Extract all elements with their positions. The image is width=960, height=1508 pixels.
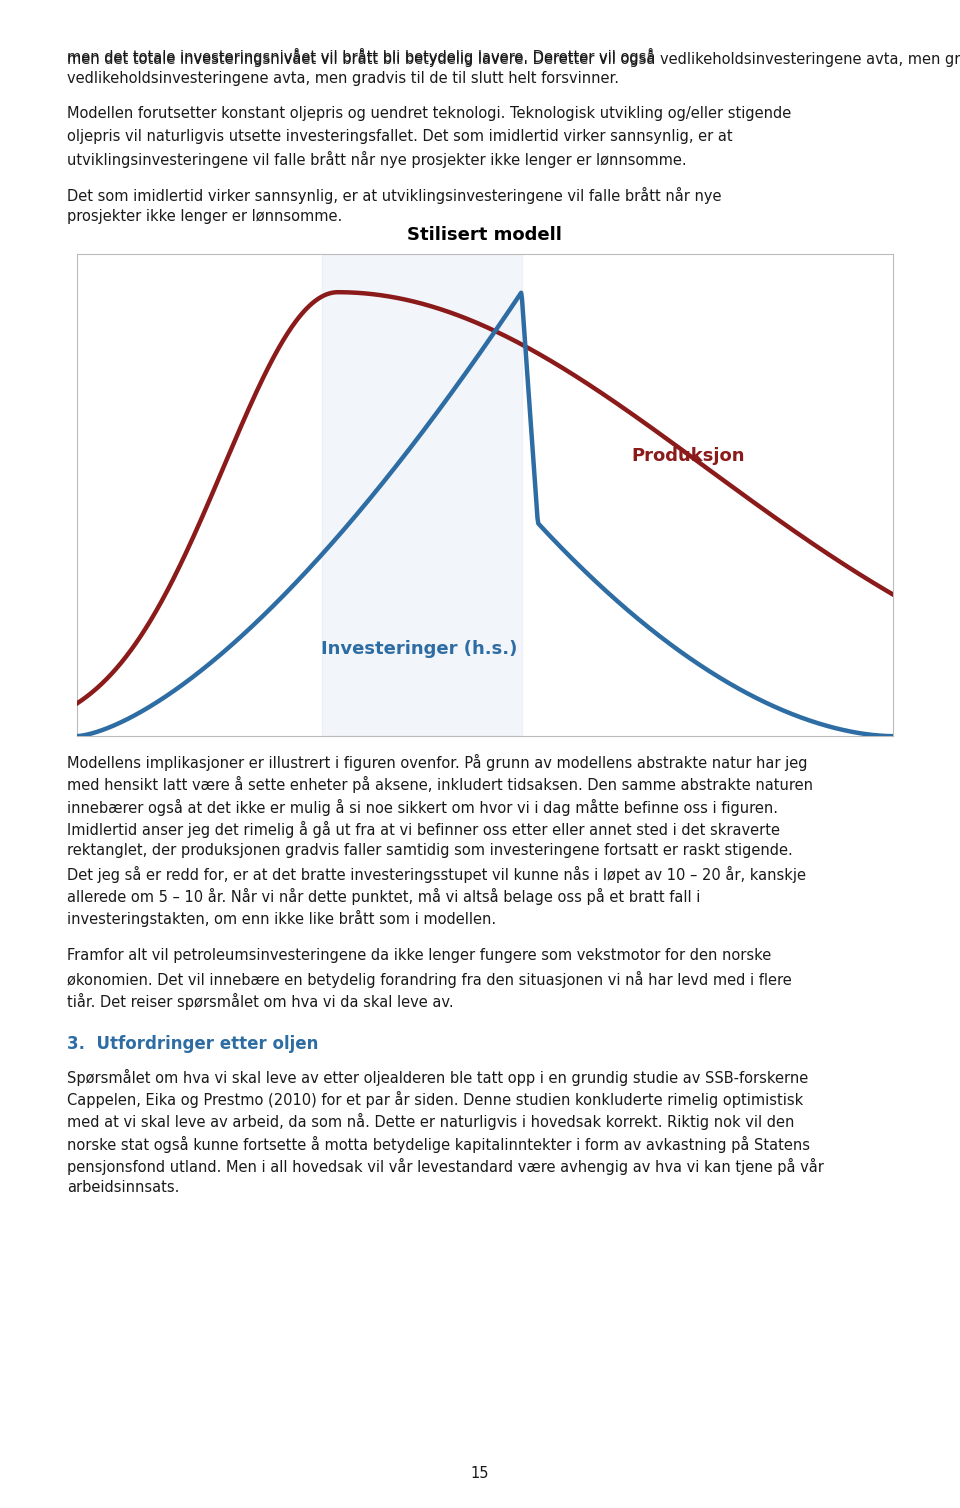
Text: norske stat også kunne fortsette å motta betydelige kapitalinntekter i form av a: norske stat også kunne fortsette å motta… bbox=[67, 1136, 810, 1152]
Text: Det som imidlertid virker sannsynlig, er at utviklingsinvesteringene vil falle b: Det som imidlertid virker sannsynlig, er… bbox=[67, 187, 722, 204]
Bar bbox=[322, 253, 521, 736]
Text: men det totale investeringsnivået vil brått bli betydelig lavere. Deretter vil o: men det totale investeringsnivået vil br… bbox=[67, 50, 960, 66]
Text: innebærer også at det ikke er mulig å si noe sikkert om hvor vi i dag måtte befi: innebærer også at det ikke er mulig å si… bbox=[67, 799, 779, 816]
Text: Cappelen, Eika og Prestmo (2010) for et par år siden. Denne studien konkluderte : Cappelen, Eika og Prestmo (2010) for et … bbox=[67, 1090, 804, 1108]
Text: Investeringer (h.s.): Investeringer (h.s.) bbox=[322, 641, 517, 659]
Text: økonomien. Det vil innebære en betydelig forandring fra den situasjonen vi nå ha: økonomien. Det vil innebære en betydelig… bbox=[67, 971, 792, 988]
Text: oljepris vil naturligvis utsette investeringsfallet. Det som imidlertid virker s: oljepris vil naturligvis utsette investe… bbox=[67, 128, 732, 143]
Text: med hensikt latt være å sette enheter på aksene, inkludert tidsaksen. Den samme : med hensikt latt være å sette enheter på… bbox=[67, 777, 813, 793]
Title: Stilisert modell: Stilisert modell bbox=[407, 226, 563, 244]
Text: pensjonsfond utland. Men i all hovedsak vil vår levestandard være avhengig av hv: pensjonsfond utland. Men i all hovedsak … bbox=[67, 1158, 824, 1175]
Text: arbeidsinnsats.: arbeidsinnsats. bbox=[67, 1181, 180, 1196]
Text: med at vi skal leve av arbeid, da som nå. Dette er naturligvis i hovedsak korrek: med at vi skal leve av arbeid, da som nå… bbox=[67, 1113, 795, 1131]
Text: Framfor alt vil petroleumsinvesteringene da ikke lenger fungere som vekstmotor f: Framfor alt vil petroleumsinvesteringene… bbox=[67, 949, 772, 964]
Text: Produksjon: Produksjon bbox=[632, 448, 745, 466]
Text: Modellens implikasjoner er illustrert i figuren ovenfor. På grunn av modellens a: Modellens implikasjoner er illustrert i … bbox=[67, 754, 807, 771]
Text: 15: 15 bbox=[470, 1466, 490, 1481]
Text: Det jeg så er redd for, er at det bratte investeringsstupet vil kunne nås i løpe: Det jeg så er redd for, er at det bratte… bbox=[67, 866, 806, 882]
Text: men det totale investeringsnivået vil brått bli betydelig lavere. Deretter vil o: men det totale investeringsnivået vil br… bbox=[67, 48, 656, 65]
Text: investeringstakten, om enn ikke like brått som i modellen.: investeringstakten, om enn ikke like brå… bbox=[67, 911, 496, 927]
Text: allerede om 5 – 10 år. Når vi når dette punktet, må vi altså belage oss på et br: allerede om 5 – 10 år. Når vi når dette … bbox=[67, 888, 701, 905]
Text: 3.  Utfordringer etter oljen: 3. Utfordringer etter oljen bbox=[67, 1034, 319, 1053]
Text: Imidlertid anser jeg det rimelig å gå ut fra at vi befinner oss etter eller anne: Imidlertid anser jeg det rimelig å gå ut… bbox=[67, 820, 780, 838]
Text: tiår. Det reiser spørsmålet om hva vi da skal leve av.: tiår. Det reiser spørsmålet om hva vi da… bbox=[67, 992, 454, 1010]
Text: Modellen forutsetter konstant oljepris og uendret teknologi. Teknologisk utvikli: Modellen forutsetter konstant oljepris o… bbox=[67, 106, 791, 121]
Text: Spørsmålet om hva vi skal leve av etter oljealderen ble tatt opp i en grundig st: Spørsmålet om hva vi skal leve av etter … bbox=[67, 1069, 808, 1086]
Text: vedlikeholdsinvesteringene avta, men gradvis til de til slutt helt forsvinner.: vedlikeholdsinvesteringene avta, men gra… bbox=[67, 71, 619, 86]
Text: utviklingsinvesteringene vil falle brått når nye prosjekter ikke lenger er lønns: utviklingsinvesteringene vil falle brått… bbox=[67, 151, 686, 167]
Text: prosjekter ikke lenger er lønnsomme.: prosjekter ikke lenger er lønnsomme. bbox=[67, 210, 343, 225]
Text: rektanglet, der produksjonen gradvis faller samtidig som investeringene fortsatt: rektanglet, der produksjonen gradvis fal… bbox=[67, 843, 793, 858]
